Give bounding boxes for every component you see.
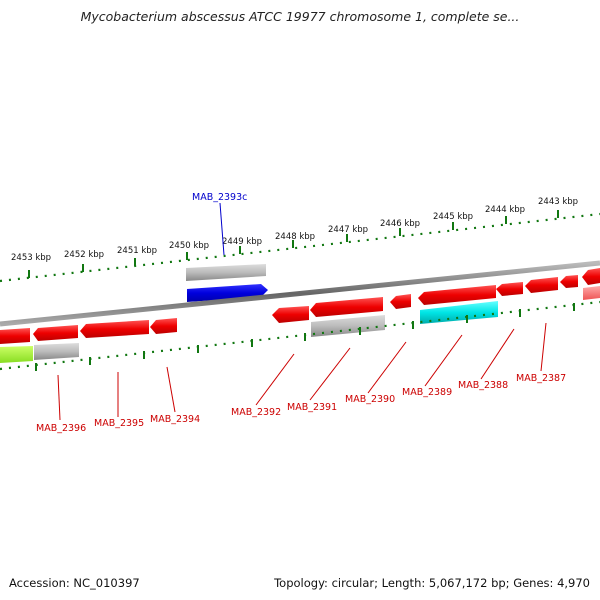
gene-pseudo-2396[interactable] xyxy=(34,343,79,360)
gene-label-mab-2391[interactable]: MAB_2391 xyxy=(287,402,337,413)
gene-label-mab-2394[interactable]: MAB_2394 xyxy=(150,414,200,425)
gene-pseudo-2391[interactable] xyxy=(311,315,385,337)
accession-text: Accession: NC_010397 xyxy=(9,576,140,590)
gene-mab-2385-light[interactable] xyxy=(583,286,600,300)
gene-label-mab-2393c[interactable]: MAB_2393c xyxy=(192,192,247,203)
gene-mab-2394[interactable] xyxy=(150,318,177,334)
map-title: Mycobacterium abscessus ATCC 19977 chrom… xyxy=(80,9,520,24)
gene-label-mab-2395[interactable]: MAB_2395 xyxy=(94,418,144,429)
gene-label-mab-2392[interactable]: MAB_2392 xyxy=(231,407,281,418)
gene-mab-2386[interactable] xyxy=(560,275,578,288)
gene-mab-2387[interactable] xyxy=(525,277,558,293)
gene-mab-2388[interactable] xyxy=(496,282,523,296)
feature-misc[interactable] xyxy=(0,346,33,363)
kbp-label-2447: 2447 kbp xyxy=(328,225,368,235)
kbp-label-2452: 2452 kbp xyxy=(64,250,104,260)
gene-mab-2395[interactable] xyxy=(80,320,149,338)
kbp-label-2443: 2443 kbp xyxy=(538,197,578,207)
kbp-label-2451: 2451 kbp xyxy=(117,246,157,256)
gene-mab-2390[interactable] xyxy=(390,294,411,309)
outer-tick-track xyxy=(0,212,600,283)
kbp-label-2446: 2446 kbp xyxy=(380,219,420,229)
gene-pseudo-forward[interactable] xyxy=(186,264,266,281)
topology-summary: Topology: circular; Length: 5,067,172 bp… xyxy=(274,576,590,590)
gene-label-mab-2396[interactable]: MAB_2396 xyxy=(36,423,86,434)
gene-mab-2385[interactable] xyxy=(582,268,600,285)
kbp-label-2444: 2444 kbp xyxy=(485,205,525,215)
gene-mab-2396[interactable] xyxy=(33,325,78,341)
gene-mab-2392[interactable] xyxy=(272,306,309,323)
kbp-label-2450: 2450 kbp xyxy=(169,241,209,251)
gene-mab-2397[interactable] xyxy=(0,328,30,344)
kbp-label-2449: 2449 kbp xyxy=(222,237,262,247)
gene-mab-2391[interactable] xyxy=(310,297,383,317)
gene-label-mab-2389[interactable]: MAB_2389 xyxy=(402,387,452,398)
kbp-label-2448: 2448 kbp xyxy=(275,232,315,242)
outer-major-ticks xyxy=(28,210,559,278)
gene-mab-2389[interactable] xyxy=(418,285,496,305)
inner-tick-track xyxy=(0,300,600,371)
kbp-label-2453: 2453 kbp xyxy=(11,253,51,263)
feature-rna-2389[interactable] xyxy=(420,301,498,324)
inner-major-ticks xyxy=(35,303,575,371)
gene-label-mab-2390[interactable]: MAB_2390 xyxy=(345,394,395,405)
leader-lines xyxy=(57,202,547,421)
gene-label-mab-2387[interactable]: MAB_2387 xyxy=(516,373,566,384)
kbp-label-2445: 2445 kbp xyxy=(433,212,473,222)
gene-label-mab-2388[interactable]: MAB_2388 xyxy=(458,380,508,391)
chromosome-backbone xyxy=(0,260,600,327)
